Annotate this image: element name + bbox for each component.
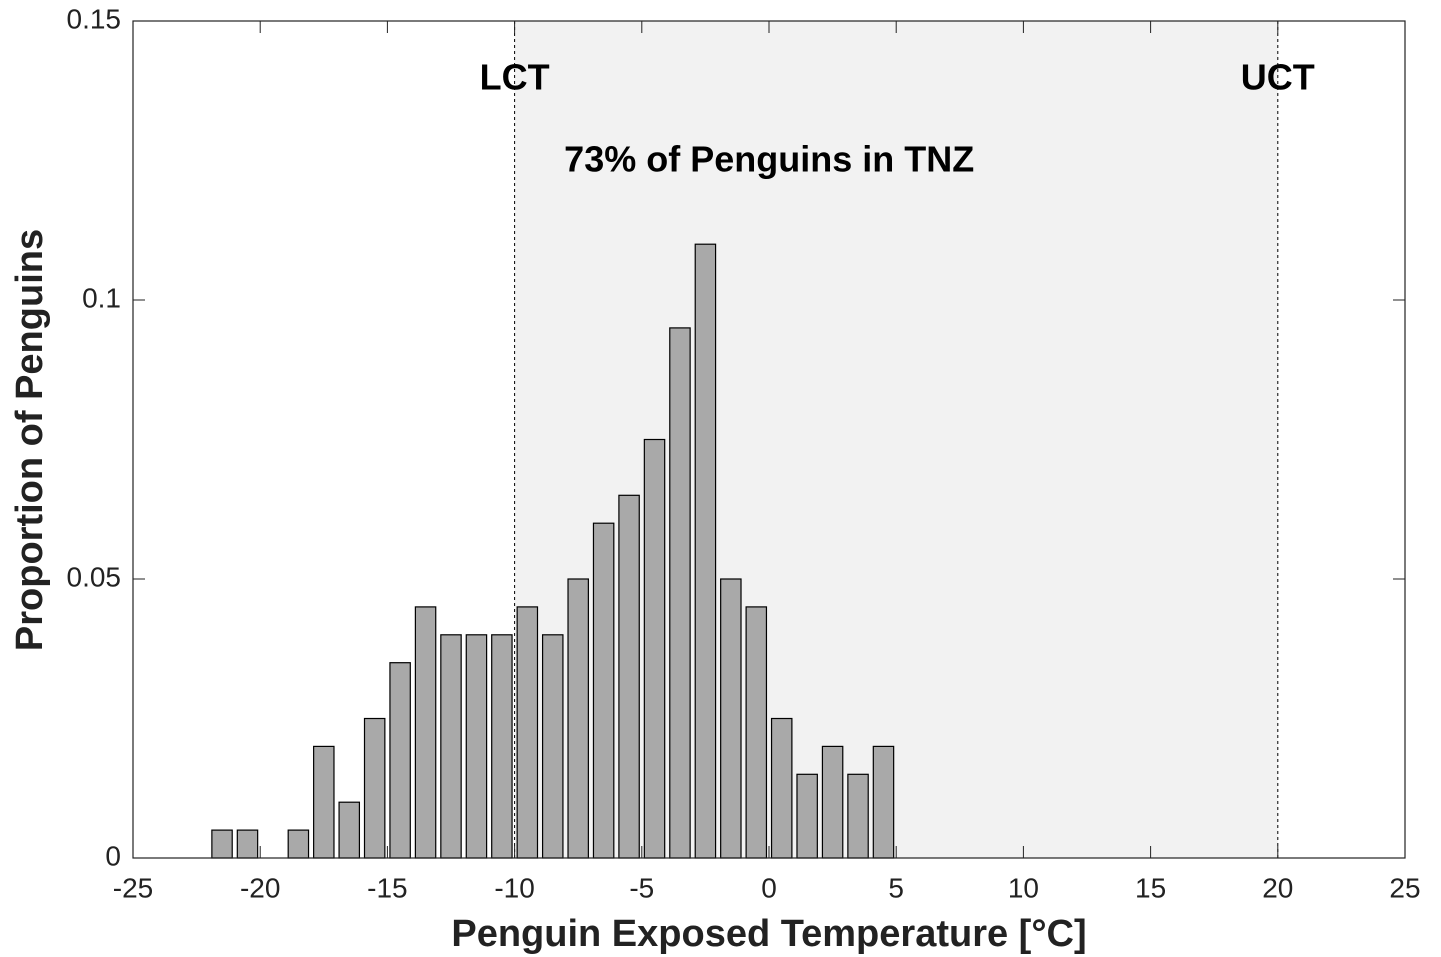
bar — [643, 438, 666, 859]
y-tick-label: 0.05 — [67, 561, 122, 592]
bar — [338, 801, 361, 859]
x-axis-label: Penguin Exposed Temperature [°C] — [451, 913, 1086, 955]
bar — [541, 634, 564, 859]
bar — [287, 829, 310, 859]
bar — [389, 662, 411, 859]
x-tick-label: 15 — [1135, 872, 1166, 903]
bar — [872, 745, 895, 859]
bar — [821, 745, 844, 859]
x-tick-label: -5 — [629, 872, 654, 903]
x-tick-label: 5 — [888, 872, 904, 903]
bar — [567, 578, 589, 859]
bar — [694, 243, 717, 859]
x-tick-label: -10 — [494, 872, 534, 903]
bar — [313, 745, 335, 859]
bar — [236, 829, 259, 859]
x-tick-label: -15 — [367, 872, 407, 903]
bar — [796, 773, 818, 859]
bar — [414, 606, 437, 859]
x-tick-label: -20 — [240, 872, 280, 903]
threshold-label: LCT — [480, 57, 550, 98]
y-tick-label: 0 — [105, 840, 121, 871]
bar — [669, 327, 691, 859]
x-tick-label: 25 — [1389, 872, 1420, 903]
x-tick-label: 20 — [1262, 872, 1293, 903]
x-tick-label: 0 — [761, 872, 777, 903]
bar — [618, 494, 640, 859]
bar — [847, 773, 869, 859]
annotation: 73% of Penguins in TNZ — [564, 139, 974, 180]
bar — [770, 717, 793, 859]
threshold-label: UCT — [1241, 57, 1315, 98]
tnz-region — [514, 21, 1278, 858]
y-tick-label: 0.15 — [67, 3, 122, 34]
bar — [363, 717, 386, 859]
bar — [491, 634, 513, 859]
bar — [745, 606, 768, 859]
bar — [592, 522, 615, 859]
bar — [465, 634, 488, 859]
x-tick-label: -25 — [113, 872, 153, 903]
bar — [211, 829, 233, 859]
bar — [516, 606, 539, 859]
y-axis-label: Proportion of Penguins — [9, 229, 51, 651]
bar — [440, 634, 462, 859]
bar — [720, 578, 742, 859]
x-tick-label: 10 — [1008, 872, 1039, 903]
y-tick-label: 0.1 — [82, 282, 121, 313]
